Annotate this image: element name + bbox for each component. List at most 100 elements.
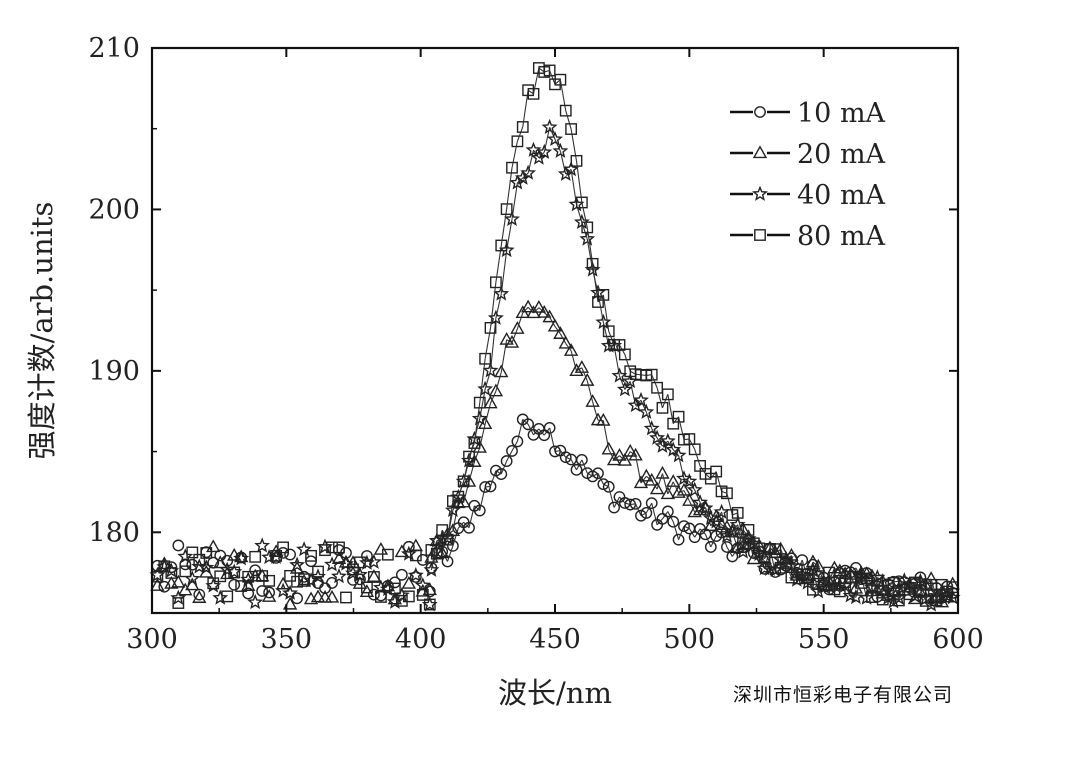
data-point (661, 388, 674, 401)
data-point (681, 473, 698, 489)
series-line-segment (516, 312, 524, 329)
y-tick-label: 210 (88, 33, 140, 64)
series-line-segment (489, 282, 497, 328)
data-point (527, 87, 540, 100)
series-line-segment (549, 127, 556, 140)
series-line-segment (866, 578, 873, 598)
data-point (597, 289, 610, 301)
data-point (326, 541, 338, 554)
series-line-segment (581, 202, 588, 228)
series-line-segment (431, 549, 438, 555)
data-point (633, 475, 649, 489)
data-point (500, 455, 513, 467)
series-line-segment (522, 90, 529, 128)
data-point (703, 518, 719, 532)
series-line-segment (742, 529, 749, 544)
series-line-segment (871, 576, 878, 592)
data-point (394, 544, 410, 558)
data-point (388, 582, 401, 595)
data-point (423, 598, 436, 611)
series-line-segment (489, 470, 497, 487)
series-line-segment (565, 343, 572, 352)
data-point (373, 542, 389, 555)
data-point (261, 589, 277, 602)
data-point (298, 573, 310, 586)
data-point (379, 580, 396, 597)
data-point (483, 395, 498, 409)
data-point (354, 573, 366, 586)
series-line-segment (823, 572, 830, 586)
series-line-segment (468, 442, 475, 457)
series-line-segment (613, 496, 620, 508)
legend-label: 80 mA (797, 221, 886, 252)
series-line-segment (780, 563, 787, 569)
data-point (616, 381, 633, 397)
data-point (724, 522, 741, 538)
data-point (214, 570, 227, 583)
series-line-segment (549, 70, 556, 85)
data-point (575, 453, 588, 466)
data-point (581, 221, 594, 234)
series-line-segment (651, 428, 658, 439)
data-point (597, 478, 610, 491)
series-line-segment (468, 461, 475, 482)
series-line-segment (785, 563, 792, 578)
data-point (592, 467, 604, 480)
data-point (735, 543, 751, 559)
series-line-segment (581, 459, 588, 474)
data-point (713, 503, 730, 519)
series-line-segment (715, 471, 723, 492)
data-point (769, 543, 782, 556)
series-line-segment (694, 449, 701, 467)
data-point (361, 550, 373, 562)
data-point (645, 368, 658, 381)
series-line-segment (463, 456, 470, 482)
series-line-segment (452, 497, 459, 511)
series-line-segment (683, 438, 690, 441)
series-line-segment (699, 465, 706, 475)
data-point (731, 506, 744, 519)
data-point (541, 118, 558, 135)
data-point (570, 154, 583, 167)
series-line-segment (844, 576, 851, 583)
x-tick-label: 400 (395, 624, 447, 655)
data-point (644, 472, 659, 486)
data-point (291, 592, 303, 605)
data-point (277, 541, 290, 554)
series-line-segment (688, 481, 696, 491)
data-point (163, 562, 180, 578)
series-line-segment (710, 471, 717, 479)
series-line-segment (903, 589, 910, 595)
series-line-segment (500, 339, 508, 373)
series-line-segment (511, 141, 518, 168)
data-point (416, 589, 429, 601)
data-point (249, 550, 262, 563)
series-line-segment (511, 182, 518, 220)
data-point (177, 548, 194, 564)
series-line-segment (656, 473, 663, 490)
series-line-segment (538, 67, 545, 73)
data-point (494, 364, 509, 378)
data-point (488, 383, 504, 397)
series-line-segment (758, 548, 766, 557)
data-point (452, 490, 465, 503)
data-point (602, 480, 615, 493)
series-line-segment (661, 394, 669, 409)
series-line-segment (484, 403, 492, 425)
data-point (233, 550, 250, 566)
data-point (207, 577, 220, 590)
y-axis-title: 强度计数/arb.units (25, 202, 59, 460)
data-point (212, 589, 229, 605)
series-line-segment (721, 490, 728, 494)
data-markers-layer (149, 62, 961, 612)
data-point (656, 401, 669, 414)
data-point (441, 533, 454, 546)
series-line-segment (651, 374, 658, 388)
data-point (640, 507, 653, 519)
data-point (661, 505, 674, 518)
data-point (423, 561, 440, 577)
series-line-segment (549, 316, 556, 327)
series-line-segment (495, 245, 502, 283)
data-point (638, 403, 655, 419)
